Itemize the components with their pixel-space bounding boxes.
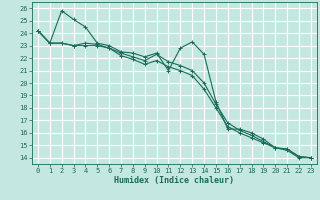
X-axis label: Humidex (Indice chaleur): Humidex (Indice chaleur) <box>115 176 234 185</box>
